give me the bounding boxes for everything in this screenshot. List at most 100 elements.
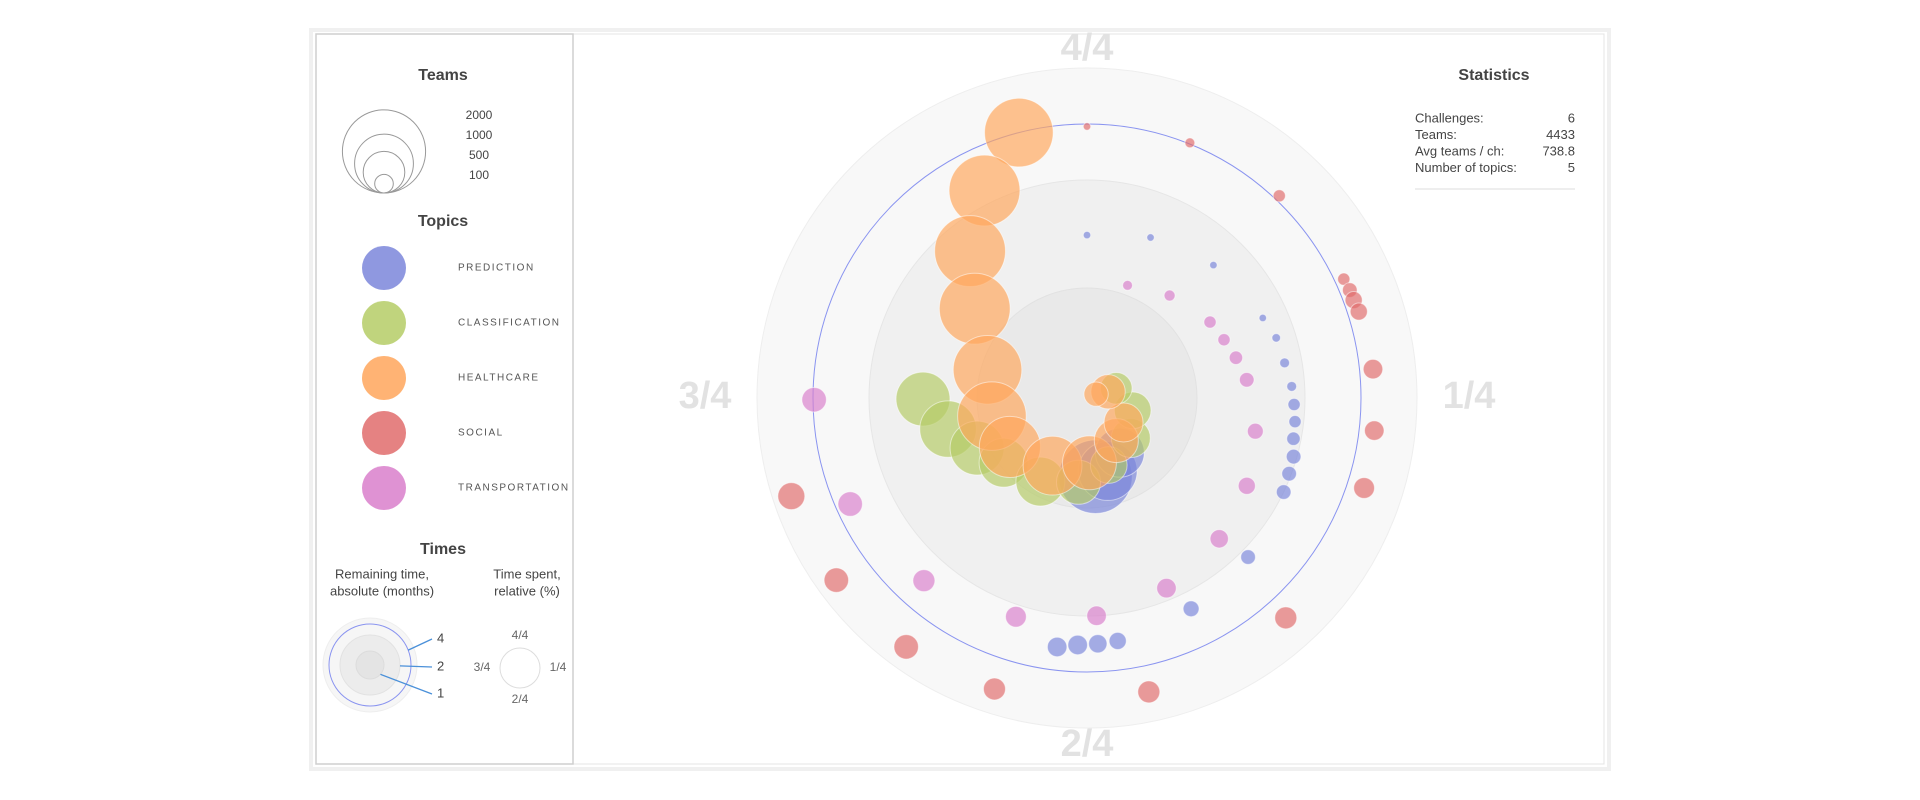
remaining-note: Remaining time, [335,566,429,581]
bubble [1083,381,1109,407]
bubble [801,386,827,413]
size-legend-label: 100 [469,168,489,182]
topic-swatch [362,411,406,455]
bubble [1088,634,1108,654]
bubble [1271,333,1281,343]
topic-swatch [362,301,406,345]
size-legend-label: 2000 [466,108,493,122]
stat-value: 4433 [1546,127,1575,142]
bubble [1103,402,1144,443]
topics-title: Topics [418,213,468,230]
mini-ring [355,650,385,680]
angle-label: 2/4 [1061,723,1114,765]
bubble [1279,357,1291,369]
bubble [1209,260,1218,270]
bubble [1184,137,1196,149]
times-title: Times [420,541,466,558]
mini-pointer [407,638,433,651]
statistics-title: Statistics [1458,67,1529,84]
bubble [837,491,863,517]
bubble [1349,302,1368,321]
bubble [1287,397,1301,412]
bubble [1362,358,1384,380]
bubble [1217,333,1231,347]
stat-label: Challenges: [1415,110,1484,125]
topic-swatch [362,356,406,400]
bubble [823,567,850,593]
bubble [948,154,1021,227]
size-legend-circle [374,173,394,194]
bubble [1108,631,1127,651]
topic-label: HEALTHCARE [458,373,540,384]
bubble [1067,634,1088,656]
mini-ring [328,623,412,707]
bubble [1238,372,1255,388]
teams-title: Teams [418,67,468,84]
bubble [1240,549,1256,565]
size-legend-label: 1000 [466,128,493,142]
bubble [982,677,1006,701]
bubble [1228,350,1244,365]
size-legend-label: 500 [469,148,489,162]
topic-label: PREDICTION [458,263,535,274]
bubble [1281,465,1297,482]
bubble [1275,484,1292,500]
bubble [1203,315,1217,329]
stat-value: 5 [1568,160,1575,175]
stat-label: Avg teams / ch: [1415,143,1504,158]
bubble [1046,636,1068,658]
bubble [1182,600,1200,618]
bubble [984,97,1054,168]
mini-angle-label: 4/4 [512,628,529,642]
bubble [1286,431,1301,446]
topic-swatch [362,246,406,290]
mini-pointer [399,665,433,668]
angle-label: 1/4 [1443,375,1496,417]
bubble [1272,189,1286,203]
bubble [1258,313,1268,323]
mini-angle-label: 3/4 [474,660,491,674]
bubble [1146,233,1155,242]
bubble [1137,680,1161,704]
topic-swatch [362,466,406,510]
topic-label: TRANSPORTATION [458,483,570,494]
topic-label: SOCIAL [458,428,504,439]
stat-value: 738.8 [1542,143,1575,158]
spent-note: Time spent, [493,566,560,581]
bubble [1005,605,1027,628]
bubble [893,634,919,660]
bubble [1353,477,1375,499]
mini-pointer [380,673,433,695]
topic-label: CLASSIFICATION [458,318,561,329]
bubble [1285,448,1302,465]
mini-ring-label: 1 [437,685,444,700]
bubble [1082,122,1092,131]
bubble [1156,577,1177,599]
bubble [938,272,1011,345]
mini-angle-label: 1/4 [550,660,567,674]
stat-label: Teams: [1415,127,1457,142]
bubble [1286,380,1298,392]
outer-frame [309,28,1611,771]
bubble [1082,230,1092,240]
mini-ring-label: 4 [437,630,444,645]
bubble [912,569,936,593]
bubble [1237,476,1256,495]
bubble [1364,420,1385,441]
bubble [1209,529,1229,549]
angle-label: 4/4 [1061,27,1114,69]
remaining-note: absolute (months) [330,583,434,598]
stat-value: 6 [1568,110,1575,125]
bubble [1246,422,1264,440]
mini-spent-circle [499,647,541,689]
bubble [777,482,806,511]
bubble [1288,415,1302,429]
mini-ring-label: 2 [437,658,444,673]
bubble [1086,605,1107,627]
angle-label: 3/4 [679,375,732,417]
bubble [1163,289,1176,302]
bubble [1122,279,1133,291]
mini-angle-label: 2/4 [512,692,529,706]
stat-label: Number of topics: [1415,160,1517,175]
